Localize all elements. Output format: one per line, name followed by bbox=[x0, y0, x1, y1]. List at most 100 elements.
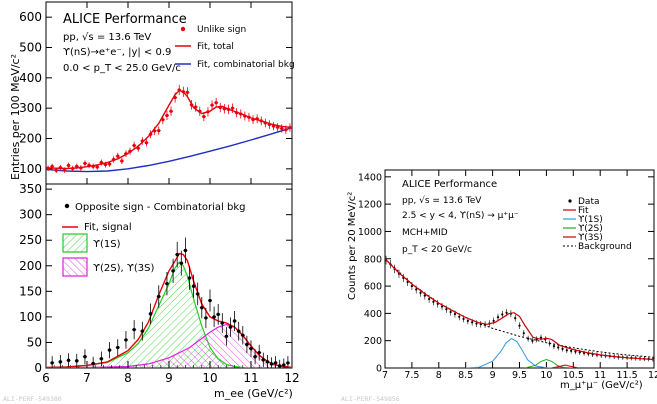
ups1s-curve bbox=[465, 338, 558, 368]
data-point bbox=[539, 336, 543, 339]
data-point bbox=[79, 166, 83, 170]
data-point bbox=[505, 311, 508, 314]
data-point bbox=[116, 154, 120, 158]
data-point bbox=[552, 345, 556, 348]
data-point bbox=[183, 248, 188, 253]
xtick-label: 10.5 bbox=[563, 370, 584, 381]
left-top-info-3: 0.0 < p_T < 25.0 GeV/c bbox=[63, 63, 181, 74]
left-top-info-1: pp, √s = 13.6 TeV bbox=[63, 32, 151, 43]
data-point bbox=[269, 362, 274, 366]
data-point bbox=[214, 101, 218, 105]
ytick-label: 300 bbox=[19, 101, 42, 115]
xtick-label: 8 bbox=[124, 371, 132, 385]
legend-opp-label: Opposite sign - Combinatorial bkg bbox=[75, 202, 246, 213]
data-point bbox=[153, 129, 157, 133]
right-ylabel: Counts per 20 MeV/c² bbox=[347, 192, 358, 300]
data-point bbox=[247, 115, 251, 119]
data-point bbox=[570, 349, 573, 353]
data-point bbox=[173, 95, 177, 100]
ytick-label: 0 bbox=[34, 361, 42, 375]
data-point bbox=[148, 312, 153, 316]
data-point bbox=[165, 113, 169, 118]
data-point bbox=[144, 141, 149, 145]
data-point bbox=[177, 88, 181, 92]
data-point bbox=[276, 125, 280, 129]
data-point bbox=[220, 321, 224, 325]
data-point bbox=[249, 346, 253, 351]
legend-unlike-marker bbox=[180, 26, 186, 32]
data-point bbox=[157, 129, 161, 133]
data-point bbox=[58, 166, 62, 170]
right-plot-area bbox=[385, 255, 654, 368]
data-point bbox=[208, 298, 212, 303]
data-point bbox=[66, 163, 71, 168]
data-point bbox=[261, 358, 265, 362]
data-point bbox=[189, 103, 194, 107]
data-point bbox=[204, 316, 208, 320]
data-point bbox=[161, 118, 165, 122]
data-point bbox=[286, 361, 290, 365]
data-point bbox=[267, 122, 272, 127]
ytick-label: 1000 bbox=[358, 227, 382, 238]
ytick-label: 300 bbox=[19, 208, 42, 222]
legend-opp-marker bbox=[64, 203, 70, 209]
data-point bbox=[91, 361, 95, 366]
xtick-label: 11 bbox=[594, 370, 606, 381]
data-point bbox=[518, 324, 521, 327]
data-point bbox=[91, 164, 95, 169]
data-point bbox=[466, 319, 469, 322]
data-point bbox=[282, 363, 286, 367]
ytick-label: 1200 bbox=[358, 200, 382, 211]
xtick-label: 9 bbox=[165, 371, 173, 385]
data-point bbox=[75, 164, 79, 169]
data-point bbox=[95, 165, 99, 169]
data-point bbox=[415, 288, 418, 291]
legend-23s-label: ϒ(2S), ϒ(3S) bbox=[93, 263, 154, 274]
ytick-label: 100 bbox=[19, 162, 42, 176]
data-point bbox=[185, 90, 190, 94]
xtick-label: 12 bbox=[648, 370, 657, 381]
data-point bbox=[46, 166, 50, 170]
data-point bbox=[107, 162, 112, 166]
right-info-4: p_T < 20 GeV/c bbox=[402, 245, 472, 255]
left-top-title: ALICE Performance bbox=[63, 12, 187, 27]
data-point bbox=[120, 159, 124, 163]
data-point bbox=[124, 152, 128, 156]
data-point bbox=[445, 308, 448, 311]
data-point bbox=[132, 143, 136, 148]
fit-curve bbox=[385, 258, 654, 361]
data-point bbox=[71, 166, 75, 171]
data-point bbox=[255, 117, 259, 121]
data-point bbox=[241, 333, 245, 337]
data-point bbox=[194, 105, 198, 109]
ytick-label: 1400 bbox=[358, 172, 382, 183]
data-point bbox=[112, 157, 116, 162]
data-point bbox=[251, 118, 255, 122]
right-legend: Data Fit ϒ(1S) ϒ(2S) ϒ(3S) Background bbox=[563, 197, 632, 252]
xtick-label: 9.5 bbox=[512, 370, 527, 381]
right-ticks: 0 200 400 600 800 1000 1200 1400 7 7.5 8 8.5 9 9.5 10 1… bbox=[358, 170, 657, 381]
data-point bbox=[206, 110, 210, 114]
xtick-label: 7 bbox=[83, 371, 91, 385]
data-point bbox=[496, 316, 500, 319]
data-point bbox=[531, 339, 534, 342]
data-point bbox=[257, 350, 261, 355]
legend-signal-label: Fit, signal bbox=[84, 222, 132, 233]
data-point bbox=[410, 284, 413, 288]
data-point bbox=[492, 319, 495, 322]
data-point bbox=[423, 294, 426, 297]
data-point bbox=[273, 361, 278, 365]
left-top-yticks: 100 200 300 400 500 600 bbox=[19, 2, 293, 184]
legend-fit-total-label: Fit, total bbox=[197, 42, 234, 52]
right-info-3: MCH+MID bbox=[402, 228, 448, 238]
data-point bbox=[202, 115, 206, 119]
legend-data-marker bbox=[568, 199, 572, 203]
ytick-label: 350 bbox=[19, 182, 42, 196]
data-point bbox=[140, 139, 144, 143]
data-point bbox=[253, 355, 257, 359]
data-point bbox=[501, 313, 504, 316]
data-point bbox=[440, 305, 444, 308]
data-point bbox=[265, 360, 270, 364]
right-info-1: pp, √s = 13.6 TeV bbox=[402, 195, 482, 206]
data-point bbox=[116, 345, 120, 350]
